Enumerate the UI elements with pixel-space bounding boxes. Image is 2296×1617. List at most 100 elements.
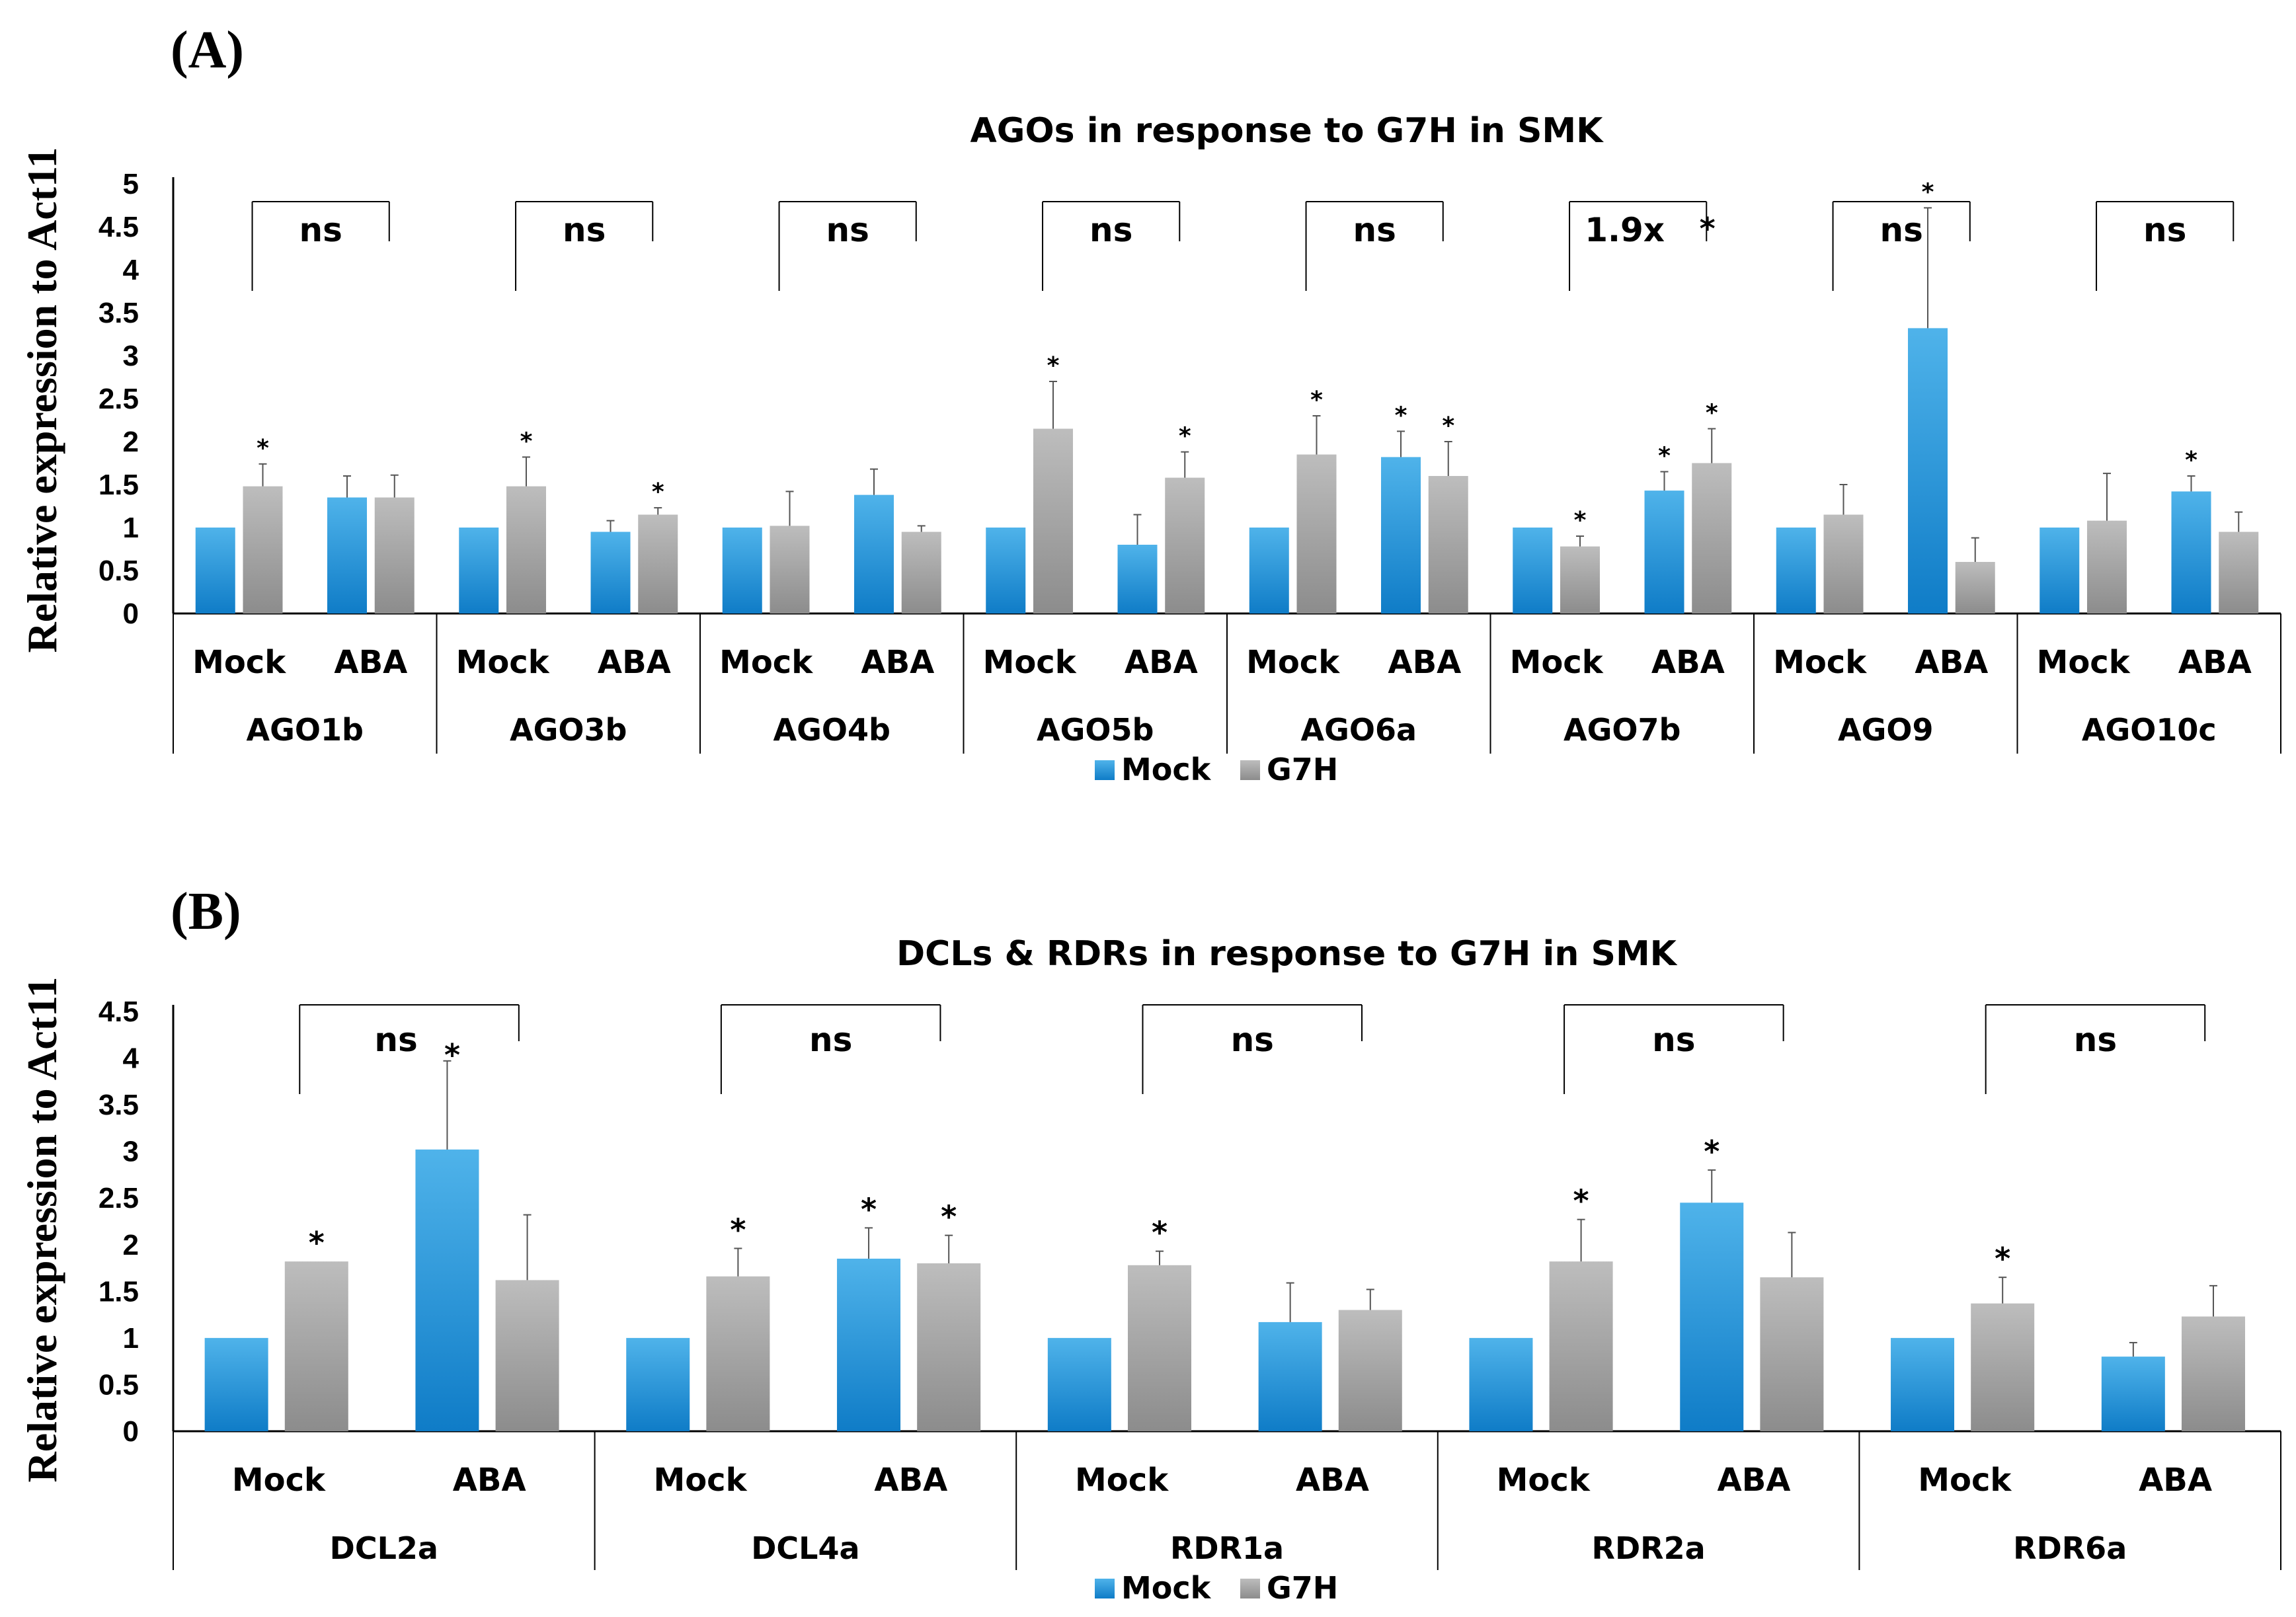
bar-mock-mock bbox=[204, 1337, 268, 1431]
significance-star: * bbox=[1922, 178, 1934, 206]
significance-star: * bbox=[861, 1191, 877, 1227]
significance-star: * bbox=[1442, 413, 1454, 440]
gene-label: DCL2a bbox=[330, 1530, 438, 1566]
significance-star: * bbox=[941, 1199, 957, 1235]
legend-swatch-mock bbox=[1095, 760, 1115, 780]
condition-label: Mock bbox=[1510, 644, 1604, 681]
significance-star: * bbox=[1995, 1241, 2010, 1277]
y-tick-label: 1.5 bbox=[99, 1275, 139, 1308]
condition-label: ABA bbox=[1388, 644, 1461, 681]
condition-label: Mock bbox=[456, 644, 550, 681]
y-tick-label: 3 bbox=[123, 340, 139, 372]
bar-g7h-aba bbox=[2219, 532, 2259, 613]
gene-group-dcl2a: Mock ABA DCL2a * ns * bbox=[204, 1004, 559, 1566]
y-tick-label: 4 bbox=[123, 254, 139, 286]
condition-label: Mock bbox=[1075, 1462, 1169, 1499]
bar-g7h-aba bbox=[1165, 477, 1205, 613]
bar-g7h-mock bbox=[1033, 428, 1073, 613]
gene-label: AGO9 bbox=[1838, 712, 1933, 748]
bar-mock-mock bbox=[2039, 528, 2080, 613]
panel-b-dcls-rdrs: (B) DCLs & RDRs in response to G7H in SMK… bbox=[19, 883, 2281, 1606]
y-tick-label: 2.5 bbox=[99, 1182, 139, 1214]
condition-label: ABA bbox=[1718, 1462, 1791, 1499]
y-tick-label: 4.5 bbox=[99, 996, 139, 1028]
condition-label: ABA bbox=[2178, 644, 2252, 681]
bar-mock-aba bbox=[2101, 1357, 2165, 1431]
bar-g7h-aba bbox=[2181, 1316, 2245, 1431]
bar-g7h-aba bbox=[917, 1263, 981, 1431]
y-tick-label: 4.5 bbox=[99, 211, 139, 243]
condition-label: Mock bbox=[653, 1462, 747, 1499]
bar-mock-aba bbox=[1381, 457, 1421, 613]
chart-title: DCLs & RDRs in response to G7H in SMK bbox=[896, 934, 1678, 974]
condition-label: Mock bbox=[983, 644, 1077, 681]
significance-star: * bbox=[1395, 402, 1407, 429]
condition-label: Mock bbox=[1773, 644, 1867, 681]
significance-star: * bbox=[730, 1212, 746, 1247]
bar-mock-aba bbox=[1258, 1321, 1322, 1431]
y-tick-label: 4 bbox=[123, 1043, 139, 1075]
gene-group-rdr1a: Mock ABA RDR1a * ns bbox=[1047, 1004, 1402, 1566]
gene-label: AGO3b bbox=[510, 712, 627, 748]
legend-swatch-g7h bbox=[1240, 1579, 1260, 1598]
legend-label-mock: Mock bbox=[1121, 1570, 1212, 1606]
bar-mock-mock bbox=[986, 528, 1026, 613]
bar-g7h-aba bbox=[1955, 562, 1995, 613]
chart-title: AGOs in response to G7H in SMK bbox=[970, 111, 1604, 151]
bar-mock-mock bbox=[1249, 528, 1289, 613]
bar-g7h-aba bbox=[1428, 476, 1468, 613]
comparison-label: ns bbox=[1652, 1021, 1695, 1059]
y-tick-label: 0.5 bbox=[99, 1368, 139, 1401]
significance-star: * bbox=[1658, 443, 1671, 470]
gene-group-ago9: Mock ABA AGO9 *ns bbox=[1773, 178, 1995, 748]
gene-label: AGO6a bbox=[1300, 712, 1417, 748]
gene-group-ago5b: Mock ABA AGO5b * * ns bbox=[983, 201, 1205, 748]
bar-mock-mock bbox=[195, 528, 235, 613]
significance-star: * bbox=[1179, 423, 1191, 450]
bar-mock-aba bbox=[1680, 1203, 1744, 1431]
bar-g7h-mock bbox=[1560, 546, 1600, 613]
bar-mock-mock bbox=[459, 528, 499, 613]
bar-g7h-aba bbox=[1338, 1310, 1402, 1431]
y-tick-label: 2 bbox=[123, 1229, 139, 1261]
bar-g7h-mock bbox=[706, 1276, 770, 1431]
y-tick-label: 0 bbox=[123, 598, 139, 630]
significance-star: * bbox=[520, 428, 533, 455]
condition-label: Mock bbox=[1246, 644, 1340, 681]
condition-label: ABA bbox=[598, 644, 671, 681]
condition-label: Mock bbox=[1918, 1462, 2012, 1499]
bar-g7h-aba bbox=[901, 532, 941, 613]
legend: Mock G7H bbox=[1095, 1570, 1338, 1606]
bar-g7h-aba bbox=[495, 1280, 559, 1431]
gene-label: RDR6a bbox=[2013, 1530, 2127, 1566]
gene-label: AGO1b bbox=[247, 712, 364, 748]
bar-mock-mock bbox=[626, 1337, 690, 1431]
bar-g7h-aba bbox=[1692, 463, 1732, 613]
gene-label: AGO4b bbox=[773, 712, 891, 748]
condition-label: ABA bbox=[861, 644, 934, 681]
gene-label: AGO10c bbox=[2082, 712, 2217, 748]
comparison-label: ns bbox=[826, 211, 869, 249]
comparison-label: ns bbox=[2074, 1021, 2117, 1059]
condition-label: Mock bbox=[232, 1462, 326, 1499]
condition-label: ABA bbox=[1125, 644, 1198, 681]
significance-star: * bbox=[652, 479, 664, 506]
gene-group-rdr6a: Mock ABA RDR6a * ns bbox=[1891, 1004, 2245, 1566]
gene-group-ago6a: Mock ABA AGO6a * * * ns bbox=[1246, 201, 1468, 748]
significance-star: * bbox=[257, 435, 269, 462]
bar-mock-mock bbox=[1776, 528, 1816, 613]
gene-group-ago4b: Mock ABA AGO4b ns bbox=[719, 201, 941, 748]
bar-mock-aba bbox=[2171, 491, 2211, 613]
y-tick-label: 1 bbox=[123, 1322, 139, 1355]
condition-label: ABA bbox=[1296, 1462, 1369, 1499]
bar-mock-aba bbox=[415, 1149, 479, 1431]
y-tick-label: 3.5 bbox=[99, 297, 139, 329]
y-axis-label: Relative expression to Act11 bbox=[19, 977, 65, 1483]
gene-label: DCL4a bbox=[751, 1530, 859, 1566]
comparison-label: ns bbox=[374, 1021, 417, 1059]
bar-g7h-aba bbox=[638, 514, 678, 613]
legend-label-g7h: G7H bbox=[1267, 1570, 1338, 1606]
comparison-label: ns bbox=[1353, 211, 1396, 249]
bar-mock-mock bbox=[1047, 1337, 1111, 1431]
